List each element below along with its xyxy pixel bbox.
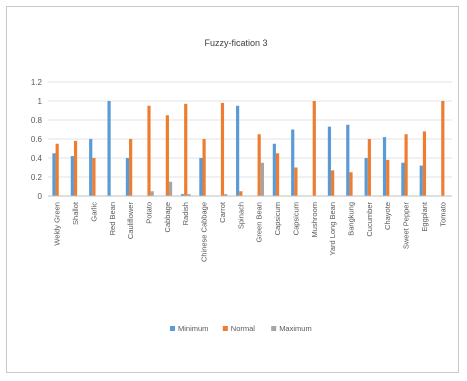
bar-minimum <box>180 194 185 196</box>
bar-minimum <box>70 156 74 196</box>
bar-maximum <box>260 162 264 196</box>
bar-minimum <box>236 105 240 196</box>
x-tick-label: Bangkung <box>347 202 356 236</box>
x-tick-label: Sweet Pepper <box>402 202 411 250</box>
x-tick-label: Tomato <box>438 202 447 227</box>
bar-normal <box>386 159 390 196</box>
bar-normal <box>257 134 261 196</box>
bar-normal <box>129 139 133 196</box>
x-tick-label: Chayote <box>383 202 392 230</box>
bar-normal <box>367 139 371 196</box>
bar-minimum <box>401 162 405 196</box>
bar-minimum <box>107 101 111 196</box>
y-tick-label: 0.8 <box>31 116 43 125</box>
bar-normal <box>239 191 243 196</box>
bar-minimum <box>327 126 332 196</box>
legend-label: Maximum <box>279 324 312 333</box>
bar-minimum <box>419 165 423 196</box>
x-tick-label: Capsicum <box>291 202 300 235</box>
x-tick-label: Weldy Green <box>53 202 62 246</box>
x-axis-labels: Weldy Green Shallot Garlic Red Bean Cauliflo… <box>53 201 448 262</box>
y-tick-label: 0 <box>38 192 43 201</box>
bar-normal <box>275 153 280 196</box>
bar-normal <box>312 101 316 196</box>
bar-normal <box>92 158 96 196</box>
legend: Minimum Normal Maximum <box>170 324 312 333</box>
bar-minimum <box>199 158 203 196</box>
y-axis-ticks: 0 0.2 0.4 0.6 0.8 1 1.2 <box>31 78 43 201</box>
bar-minimum <box>382 137 387 196</box>
bar-normal <box>202 139 206 196</box>
bars <box>52 101 445 196</box>
x-tick-label: Chinese Cabbage <box>200 202 209 262</box>
bar-maximum <box>150 191 154 196</box>
bar-normal <box>331 170 335 196</box>
legend-swatch <box>222 326 228 331</box>
y-tick-label: 0.6 <box>31 135 43 144</box>
y-tick-label: 1.2 <box>31 78 43 87</box>
bar-normal <box>349 172 353 196</box>
x-tick-label: Radish <box>181 202 190 225</box>
bar-normal <box>441 101 445 196</box>
x-tick-label: Capsicum <box>273 202 282 235</box>
bar-minimum <box>291 129 295 196</box>
bar-minimum <box>89 139 93 196</box>
x-tick-label: Shallot <box>71 201 80 225</box>
x-tick-label: Spinach <box>236 202 245 229</box>
bar-normal <box>294 167 298 196</box>
x-tick-label: Eggplant <box>420 201 429 232</box>
y-tick-label: 0.2 <box>31 173 43 182</box>
legend-label: Normal <box>231 324 256 333</box>
bar-normal <box>147 105 151 196</box>
bar-minimum <box>52 153 56 196</box>
x-tick-label: Cucumber <box>365 202 374 237</box>
bar-minimum <box>272 143 276 196</box>
bar-maximum <box>224 194 228 196</box>
bar-minimum <box>346 124 350 196</box>
x-tick-label: Green Bean <box>255 202 264 242</box>
legend-label: Minimum <box>178 324 208 333</box>
bar-normal <box>55 143 59 196</box>
bar-normal <box>73 140 78 196</box>
y-tick-label: 0.4 <box>31 154 43 163</box>
legend-swatch <box>170 326 175 331</box>
x-tick-label: Potato <box>145 202 154 224</box>
x-tick-label: Cauliflower <box>126 202 135 240</box>
bar-normal <box>220 102 225 196</box>
bar-normal <box>184 103 188 196</box>
bar-normal <box>404 134 408 196</box>
x-tick-label: Carrot <box>218 201 227 223</box>
bar-maximum <box>187 194 191 196</box>
x-tick-label: Yard Long Bean <box>328 202 337 256</box>
bar-normal <box>165 115 169 196</box>
bar-minimum <box>364 158 368 196</box>
legend-swatch <box>271 326 277 331</box>
x-tick-label: Mushroom <box>310 202 319 237</box>
y-tick-label: 1 <box>38 97 43 106</box>
chart-title: Fuzzy-fication 3 <box>204 38 267 48</box>
bar-minimum <box>125 158 130 196</box>
bar-maximum <box>168 181 173 196</box>
bar-normal <box>422 131 427 196</box>
x-tick-label: Red Bean <box>108 202 117 235</box>
x-tick-label: Cabbage <box>163 202 172 232</box>
x-tick-label: Garlic <box>89 202 98 222</box>
